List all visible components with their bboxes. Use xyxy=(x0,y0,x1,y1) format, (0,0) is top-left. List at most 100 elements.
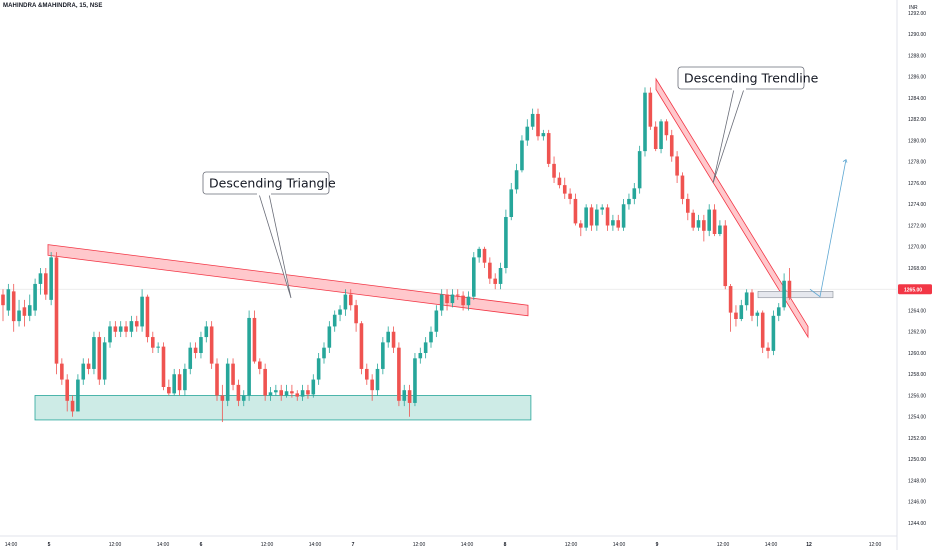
candle-up xyxy=(771,315,776,351)
candle-up xyxy=(27,305,32,316)
time-tick-label: 14:00 xyxy=(461,542,474,548)
candle-down xyxy=(193,347,198,353)
candle-up xyxy=(509,189,514,217)
candle-down xyxy=(167,387,171,394)
price-tick-label: 1256.00 xyxy=(908,393,926,399)
last-price-tag xyxy=(898,284,932,295)
candle-down xyxy=(44,273,48,295)
candle-down xyxy=(65,379,69,401)
price-tick-label: 1282.00 xyxy=(908,117,926,123)
candle-up xyxy=(429,331,433,343)
candle-up xyxy=(659,121,663,149)
time-tick-label: 12:00 xyxy=(413,542,426,548)
candle-up xyxy=(584,207,588,228)
candle-up xyxy=(450,294,455,304)
candle-up xyxy=(183,368,187,391)
candle-down xyxy=(60,363,64,380)
candle-down xyxy=(691,212,695,228)
candle-down xyxy=(675,156,679,176)
candle-down xyxy=(605,207,610,226)
candle-up xyxy=(472,257,476,297)
candle-up xyxy=(247,317,251,396)
time-tick-label: 14:00 xyxy=(5,542,18,548)
candle-down xyxy=(22,307,27,316)
candle-down xyxy=(760,312,765,348)
candle-up xyxy=(621,204,626,228)
currency-label: INR xyxy=(909,5,918,11)
candle-up xyxy=(327,326,332,348)
triangle-callout-text: Descending Triangle xyxy=(209,176,336,191)
candle-down xyxy=(231,363,235,385)
candle-down xyxy=(145,296,150,338)
trendline-callout-pointer-join xyxy=(732,87,746,91)
candle-down xyxy=(750,292,754,316)
candle-down xyxy=(236,384,241,401)
candle-down xyxy=(263,368,267,396)
time-axis: 14:00 5 12:00 14:00 6 12:00 14:00 7 12:00 14:00 8 1… xyxy=(5,542,882,548)
candle-up xyxy=(514,170,519,190)
candle-up xyxy=(241,395,246,401)
time-tick-label: 14:00 xyxy=(613,542,626,548)
candle-down xyxy=(445,294,449,304)
candle-up xyxy=(204,326,209,338)
time-tick-label: 12:00 xyxy=(869,542,882,548)
candle-up xyxy=(274,390,278,393)
candle-up xyxy=(102,342,107,380)
candle-up xyxy=(611,220,615,226)
candle-up xyxy=(118,326,123,332)
last-price-tag-text: 1265.00 xyxy=(904,287,922,293)
candle-up xyxy=(520,140,524,171)
candle-down xyxy=(552,163,556,178)
candle-down xyxy=(1,294,5,306)
time-tick-label: 9 xyxy=(656,542,659,548)
candle-up xyxy=(49,257,53,300)
price-tick-label: 1286.00 xyxy=(908,75,926,81)
zones xyxy=(34,77,834,421)
candle-down xyxy=(365,368,369,380)
price-tick-label: 1290.00 xyxy=(908,32,926,38)
price-tick-label: 1284.00 xyxy=(908,96,926,102)
price-tick-label: 1272.00 xyxy=(908,223,926,229)
candle-up xyxy=(600,207,604,210)
price-tick-label: 1244.00 xyxy=(908,521,926,527)
candle-down xyxy=(712,209,717,234)
candle-down xyxy=(54,257,59,364)
candle-down xyxy=(348,294,353,306)
triangle-callout-pointer-join xyxy=(257,192,271,196)
candle-down xyxy=(648,92,653,127)
candle-up xyxy=(707,209,711,231)
candle-down xyxy=(536,113,540,137)
candle-up xyxy=(595,209,599,226)
support-zone xyxy=(34,395,532,421)
candle-down xyxy=(488,262,492,279)
price-tick-label: 1248.00 xyxy=(908,478,926,484)
overlays: Descending Triangle Descending Trendline xyxy=(202,66,848,299)
candle-up xyxy=(381,342,385,369)
price-axis: 1292.00 1290.00 1288.00 1286.00 1284.00 1282.… xyxy=(898,11,932,527)
candle-up xyxy=(284,391,289,396)
price-tick-label: 1280.00 xyxy=(908,138,926,144)
candle-up xyxy=(76,379,80,412)
candle-up xyxy=(439,294,444,311)
retest-box xyxy=(757,291,834,299)
candle-up xyxy=(744,292,749,306)
candle-down xyxy=(579,223,583,228)
time-tick-label: 5 xyxy=(48,542,51,548)
price-tick-label: 1258.00 xyxy=(908,372,926,378)
candle-up xyxy=(402,390,407,401)
candle-up xyxy=(343,294,348,310)
price-tick-label: 1254.00 xyxy=(908,415,926,421)
price-tick-label: 1264.00 xyxy=(908,308,926,314)
time-tick-label: 12 xyxy=(806,542,812,548)
candles[interactable] xyxy=(1,87,792,423)
candle-up xyxy=(466,296,471,306)
candle-down xyxy=(134,321,139,327)
candle-down xyxy=(616,220,621,228)
candle-up xyxy=(81,363,86,380)
candle-up xyxy=(172,374,176,394)
projection-arrowhead xyxy=(842,159,848,163)
candle-down xyxy=(290,391,294,394)
candle-down xyxy=(568,193,572,199)
candle-down xyxy=(493,278,497,284)
